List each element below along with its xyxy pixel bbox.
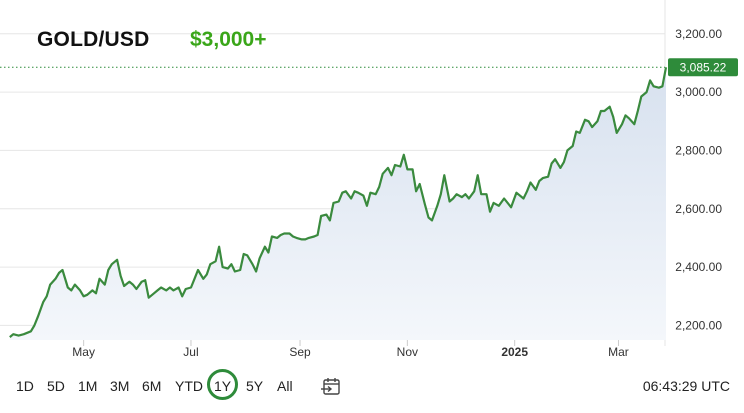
price-milestone-label: $3,000+ <box>190 28 267 51</box>
y-tick-label: 3,200.00 <box>675 27 722 41</box>
x-tick-label: May <box>72 345 95 359</box>
x-tick-label: Sep <box>289 345 311 359</box>
range-toolbar: 1D 5D 1M 3M 6M YTD 1Y 5Y All <box>0 370 744 404</box>
range-button-1y[interactable]: 1Y <box>214 378 232 394</box>
price-series <box>9 67 668 338</box>
y-tick-label: 2,400.00 <box>675 260 722 274</box>
range-button-3m[interactable]: 3M <box>110 378 130 394</box>
clock-readout: 06:43:29 UTC <box>642 378 730 394</box>
y-tick-label: 2,200.00 <box>675 318 722 332</box>
area-fill <box>9 67 667 341</box>
range-button-1d[interactable]: 1D <box>16 378 34 394</box>
price-line <box>9 67 668 338</box>
y-axis: 2,200.00 2,400.00 2,600.00 2,800.00 3,000.00… <box>675 27 722 333</box>
calendar-arrow-icon[interactable] <box>320 375 344 399</box>
range-button-ytd[interactable]: YTD <box>175 378 203 394</box>
y-tick-label: 3,000.00 <box>675 85 722 99</box>
price-area <box>9 67 667 341</box>
last-price-badge <box>668 58 738 77</box>
y-tick-label: 2,800.00 <box>675 143 722 157</box>
last-price-label: 3,085.22 <box>680 60 727 74</box>
x-axis: May Jul Sep Nov 2025 Mar <box>72 340 629 359</box>
x-tick-label: Mar <box>608 345 629 359</box>
x-tick-label: Jul <box>183 345 198 359</box>
range-button-1m[interactable]: 1M <box>78 378 98 394</box>
y-tick-label: 2,600.00 <box>675 202 722 216</box>
range-button-5y[interactable]: 5Y <box>246 378 264 394</box>
x-tick-label: 2025 <box>501 345 528 359</box>
x-tick-label: Nov <box>397 345 418 359</box>
range-button-all[interactable]: All <box>277 378 293 394</box>
range-button-5d[interactable]: 5D <box>47 378 65 394</box>
symbol-title: GOLD/USD <box>37 28 150 51</box>
range-button-6m[interactable]: 6M <box>142 378 162 394</box>
last-price-marker: 3,085.22 <box>0 58 738 77</box>
